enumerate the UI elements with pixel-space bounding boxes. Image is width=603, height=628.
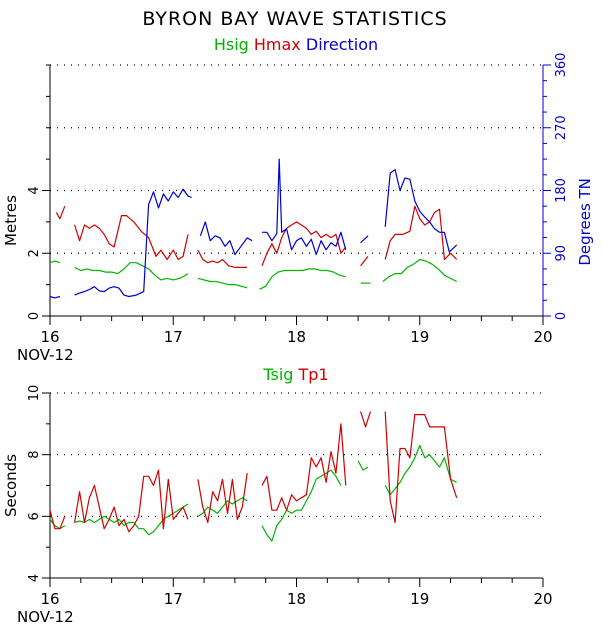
legend-text: Tsig Tp1 <box>262 365 328 384</box>
x-tick-label: 17 <box>164 328 183 346</box>
x-tick-label: 20 <box>533 590 552 608</box>
series-line-tsig <box>357 460 369 471</box>
series-line-hsig <box>74 262 189 281</box>
bottom-chart: 16 17 18 19 20 NOV-12 4 6 8 10 Seconds <box>2 385 553 626</box>
series-line-tsig <box>197 497 248 517</box>
series-line-hsig <box>197 277 248 289</box>
series-line-tp1 <box>261 423 347 511</box>
y-tick-label: 6 <box>27 512 42 520</box>
series-line-hsig <box>259 268 346 290</box>
chart-title: BYRON BAY WAVE STATISTICS <box>142 8 447 30</box>
y2-tick-label: 90 <box>554 245 569 262</box>
series-line-tsig <box>384 444 457 496</box>
x-date-label: NOV-12 <box>17 608 74 626</box>
y-tick-label: 2 <box>27 249 42 257</box>
series-direction <box>49 158 458 299</box>
series-line-tsig <box>261 469 342 542</box>
x-tick-label: 18 <box>287 328 306 346</box>
series-line-hmax <box>360 256 369 267</box>
x-tick-label: 18 <box>287 590 306 608</box>
series-line-hsig <box>382 258 457 283</box>
legend-item-hsig: Hsig <box>214 35 249 54</box>
y-tick-label: 4 <box>27 574 42 582</box>
legend-item-tsig: Tsig <box>262 365 293 384</box>
x-tick-label: 20 <box>533 328 552 346</box>
y-tick-label: 10 <box>27 385 42 402</box>
y2-tick-label: 0 <box>554 312 569 320</box>
legend-text: Hsig Hmax Direction <box>214 35 378 54</box>
x-tick-label: 19 <box>410 328 429 346</box>
x-tick-label: 19 <box>410 590 429 608</box>
series-line-tsig <box>49 519 66 530</box>
bottom-chart-legend: Tsig Tp1 <box>262 365 328 384</box>
series-line-direction <box>49 295 61 299</box>
series-line-tsig <box>74 503 189 536</box>
series-line-tp1 <box>49 510 66 530</box>
series-line-hmax <box>261 221 347 267</box>
legend-item-direction: Direction <box>301 35 378 54</box>
series-line-tp1 <box>360 411 372 428</box>
y2-tick-label: 270 <box>554 115 569 140</box>
y2-axis-title: Degrees TN <box>576 178 594 266</box>
series-line-direction <box>384 169 458 253</box>
series-line-tp1 <box>197 473 248 524</box>
x-tick-label: 16 <box>40 328 59 346</box>
series-line-direction <box>360 235 369 244</box>
top-chart: 16 17 18 19 20 NOV-12 0 2 4 Metres 0 90 180 270 360 Deg… <box>2 53 594 364</box>
legend-item-tp1: Tp1 <box>293 365 328 384</box>
series-line-tp1 <box>384 411 458 524</box>
series-line-direction <box>74 188 192 298</box>
x-date-label: NOV-12 <box>17 346 74 364</box>
series-line-tp1 <box>74 469 189 533</box>
y2-tick-label: 180 <box>554 178 569 203</box>
series-tp1 <box>49 411 458 533</box>
y-axis-title: Seconds <box>2 454 20 517</box>
y-tick-label: 0 <box>27 312 42 320</box>
series-tsig <box>49 444 457 542</box>
y2-tick-label: 360 <box>554 53 569 78</box>
series-line-hmax <box>74 215 189 261</box>
series-line-hmax <box>197 249 248 268</box>
legend-item-hmax: Hmax <box>249 35 301 54</box>
series-hmax <box>55 205 458 268</box>
y-axis-title: Metres <box>2 195 20 246</box>
x-tick-label: 16 <box>40 590 59 608</box>
series-hsig <box>49 258 457 290</box>
top-chart-legend: Hsig Hmax Direction <box>214 35 378 54</box>
y-tick-label: 4 <box>27 186 42 194</box>
series-line-direction <box>262 158 347 256</box>
x-tick-label: 17 <box>164 590 183 608</box>
series-line-hsig <box>49 260 61 264</box>
series-line-direction <box>199 221 253 256</box>
series-line-hmax <box>55 205 66 220</box>
series-line-hmax <box>384 205 458 261</box>
y-tick-label: 8 <box>27 451 42 459</box>
